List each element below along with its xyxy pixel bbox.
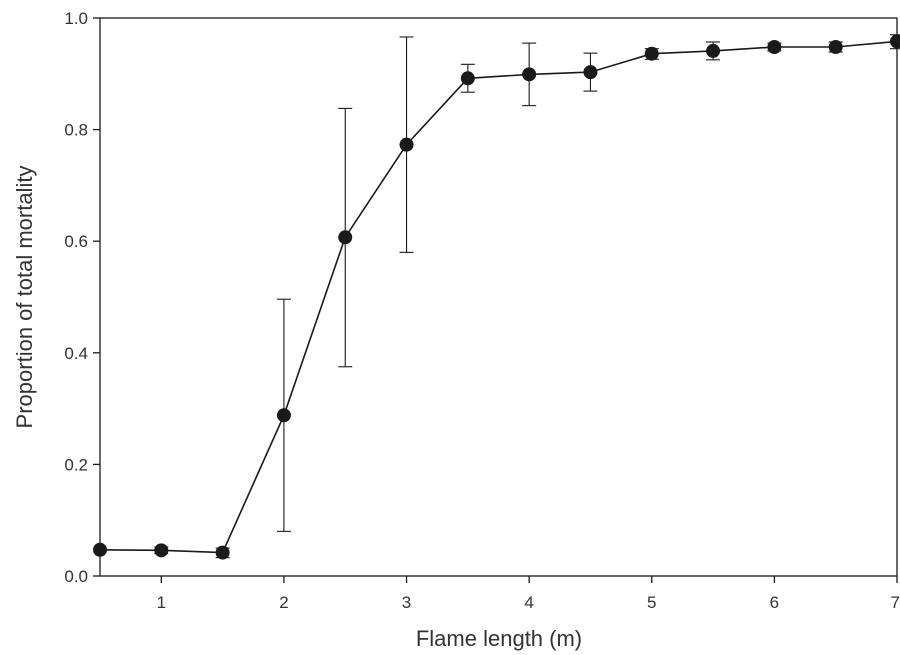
- data-points: [93, 34, 900, 560]
- data-point: [644, 46, 659, 61]
- series-path: [99, 40, 898, 554]
- error-bars: [154, 34, 900, 559]
- data-point: [399, 137, 414, 152]
- data-point: [154, 543, 169, 558]
- x-axis-title: Flame length (m): [416, 626, 582, 651]
- data-point: [583, 65, 598, 80]
- data-point: [215, 545, 230, 560]
- y-axis-title: Proportion of total mortality: [12, 166, 37, 429]
- x-tick-label: 2: [279, 593, 288, 612]
- data-point: [828, 40, 843, 55]
- y-tick-label: 0.0: [64, 567, 88, 586]
- y-axis: 0.0 0.2 0.4 0.6 0.8 1.0: [64, 9, 100, 586]
- data-point: [706, 43, 721, 58]
- x-axis: 1 2 3 4 5 6 7: [157, 576, 900, 612]
- x-tick-label: 3: [402, 593, 411, 612]
- data-point: [460, 71, 475, 86]
- data-point: [93, 542, 107, 557]
- plot-border: [99, 17, 898, 577]
- data-point: [276, 408, 291, 423]
- y-tick-label: 0.2: [64, 455, 88, 474]
- data-point: [338, 230, 353, 245]
- x-tick-label: 5: [647, 593, 656, 612]
- plot-frame: [99, 17, 898, 577]
- data-point: [522, 67, 537, 82]
- x-tick-label: 6: [770, 593, 779, 612]
- data-point: [767, 40, 782, 55]
- y-tick-label: 0.6: [64, 232, 88, 251]
- y-tick-label: 0.4: [64, 344, 88, 363]
- x-tick-label: 1: [157, 593, 166, 612]
- series-line: [99, 40, 898, 554]
- x-tick-label: 7: [891, 593, 900, 612]
- y-tick-label: 1.0: [64, 9, 88, 28]
- x-tick-label: 4: [524, 593, 533, 612]
- data-point: [890, 34, 900, 49]
- y-tick-label: 0.8: [64, 121, 88, 140]
